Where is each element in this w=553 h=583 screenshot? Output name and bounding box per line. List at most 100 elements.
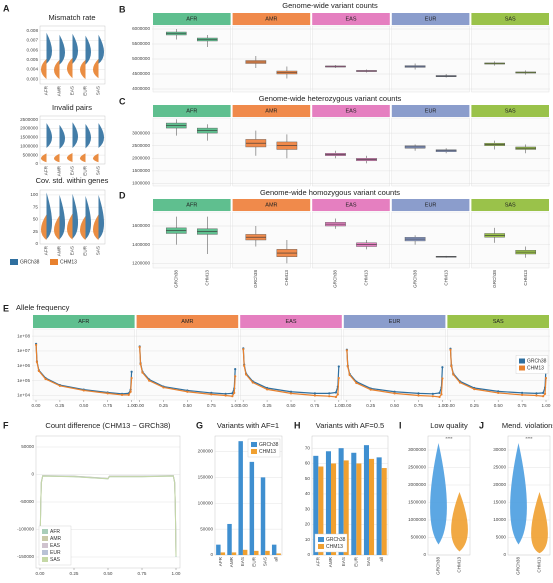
facet-strip: [391, 105, 470, 117]
facet-label: AMR: [265, 202, 277, 208]
af-point: [337, 365, 340, 368]
af-point: [130, 370, 133, 373]
x-tick-label: EAS: [70, 86, 75, 95]
bar: [242, 549, 248, 555]
af-point: [242, 348, 245, 351]
panel-label: H: [294, 420, 301, 430]
legend-label: CHM13: [326, 544, 343, 550]
af-point: [336, 393, 339, 396]
chart-title: Genome-wide heterozygous variant counts: [259, 94, 402, 103]
legend-label: CHM13: [60, 259, 77, 265]
bar: [363, 445, 369, 555]
legend-swatch: [318, 537, 324, 542]
legend-swatch: [42, 543, 48, 548]
facet-strip: [471, 199, 549, 211]
chart-title: Variants with AF=0.5: [316, 421, 384, 430]
af-point: [234, 368, 237, 371]
y-tick-label: 2000000: [408, 482, 426, 487]
y-tick-label: 1000000: [132, 181, 150, 186]
facet-label: EAS: [345, 202, 356, 208]
x-tick-label: GRCh38: [436, 557, 441, 575]
x-tick-label: CHM13: [284, 270, 289, 286]
violin: [92, 58, 99, 79]
y-tick-label: 60: [305, 461, 311, 466]
af-point: [186, 390, 189, 393]
violin: [85, 35, 92, 65]
y-tick-label: -150000: [17, 554, 34, 559]
y-tick-label: -50000: [20, 499, 35, 504]
af-point: [337, 376, 340, 380]
violin: [72, 193, 79, 239]
facet-label: AMR: [265, 16, 277, 22]
x-tick-label: 0.75: [310, 403, 319, 408]
facet-label: EUR: [425, 108, 437, 114]
violin: [66, 213, 73, 240]
legend-swatch: [42, 550, 48, 555]
af-point: [231, 392, 234, 395]
facet-strip: [343, 315, 446, 328]
af-point: [393, 392, 396, 395]
y-tick-label: 1600000: [132, 223, 150, 228]
af-point: [438, 391, 441, 395]
af-point: [521, 393, 524, 397]
facet-strip: [312, 105, 390, 117]
x-tick-label: CHM13: [364, 270, 369, 286]
facet-label: EUR: [425, 16, 437, 22]
af-point: [355, 381, 358, 385]
chart-title: Genome-wide variant counts: [282, 1, 378, 10]
legend-label: CHM13: [259, 449, 276, 455]
y-tick-label: 25: [33, 229, 39, 234]
y-tick-label: 75: [33, 204, 39, 209]
panel-label: F: [3, 420, 9, 430]
y-tick-label: 3000000: [408, 447, 426, 452]
af-point: [497, 390, 500, 393]
af-point: [244, 373, 248, 376]
facet-label: EUR: [425, 202, 437, 208]
facet-strip: [471, 13, 549, 25]
af-point: [141, 371, 144, 374]
panel-label: J: [479, 420, 484, 430]
af-point: [328, 392, 331, 395]
x-tick-label: GRCh38: [492, 270, 497, 288]
af-point: [138, 346, 141, 349]
panel-label: A: [3, 3, 10, 13]
panel-label: C: [119, 96, 126, 106]
legend-label: GRCh38: [20, 259, 40, 265]
facet-panel: [312, 211, 391, 269]
violin: [98, 34, 105, 64]
y-tick-label: 0.005: [27, 57, 39, 62]
y-tick-label: -100000: [17, 527, 34, 532]
y-tick-label: 500000: [411, 535, 427, 540]
facet-label: AFR: [78, 319, 89, 325]
facet-label: EUR: [389, 319, 401, 325]
y-tick-label: 0: [35, 161, 38, 166]
y-tick-label: 200000: [198, 449, 214, 454]
y-tick-label: 1400000: [132, 242, 150, 247]
legend-label: SAS: [50, 557, 61, 563]
y-tick-label: 0.008: [27, 28, 39, 33]
x-tick-label: AFR: [218, 556, 223, 566]
af-point: [106, 392, 109, 395]
facet-label: EAS: [285, 319, 296, 325]
af-point: [313, 394, 316, 397]
significance: ****: [445, 436, 452, 441]
af-point: [348, 373, 351, 377]
y-tick-label: 20: [305, 522, 311, 527]
af-point: [231, 395, 234, 398]
y-tick-label: 2500000: [408, 465, 426, 470]
af-point: [289, 390, 293, 393]
bar: [276, 553, 281, 555]
af-point: [473, 388, 476, 391]
facet-panel: [447, 328, 550, 401]
x-tick-label: 0.25: [366, 403, 375, 408]
violin: [53, 59, 60, 80]
af-point: [224, 394, 227, 397]
violin: [66, 152, 73, 163]
y-tick-label: 2000000: [132, 156, 150, 161]
x-tick-label: 0.75: [207, 403, 216, 408]
af-point: [441, 366, 444, 369]
bar: [369, 458, 375, 555]
af-point: [251, 381, 254, 384]
